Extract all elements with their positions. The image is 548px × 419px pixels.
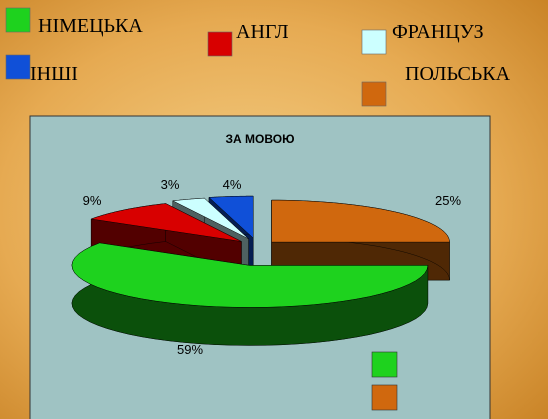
slice-top	[208, 195, 254, 239]
data-label: 9%	[83, 193, 102, 208]
slice	[71, 242, 429, 346]
pie	[71, 195, 450, 346]
slice-top	[271, 199, 450, 243]
legend-label: АНГЛ	[236, 21, 289, 43]
legend-label: НІМЕЦЬКА	[38, 15, 143, 37]
legend-swatch	[207, 31, 233, 57]
legend-swatch	[5, 7, 31, 33]
legend-label: ПОЛЬСЬКА	[405, 63, 511, 85]
data-label: 4%	[223, 177, 242, 192]
slice-top	[90, 203, 242, 242]
legend-swatch	[371, 384, 398, 411]
slice-top	[71, 242, 429, 308]
legend-swatch	[361, 29, 387, 55]
legend-label: ІНШІ	[30, 63, 78, 85]
legend-swatch	[371, 351, 398, 378]
data-label: 3%	[161, 177, 180, 192]
data-label: 59%	[177, 342, 203, 357]
legend-label: ФРАНЦУЗ	[392, 21, 484, 43]
slice-top	[171, 197, 249, 240]
data-label: 25%	[435, 193, 461, 208]
legend-swatch	[361, 81, 387, 107]
legend-swatch	[5, 54, 31, 80]
chart-title: ЗА МОВОЮ	[226, 132, 295, 146]
